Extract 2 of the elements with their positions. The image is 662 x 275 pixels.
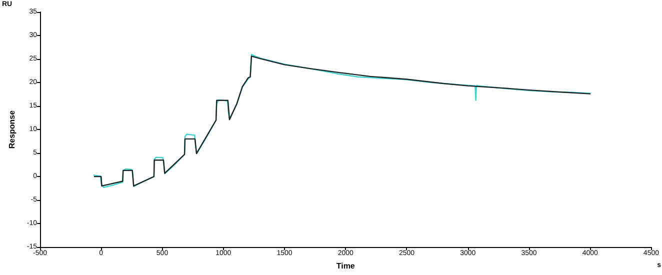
y-axis-title: Response <box>8 110 16 149</box>
x-axis-title: Time <box>336 262 356 270</box>
